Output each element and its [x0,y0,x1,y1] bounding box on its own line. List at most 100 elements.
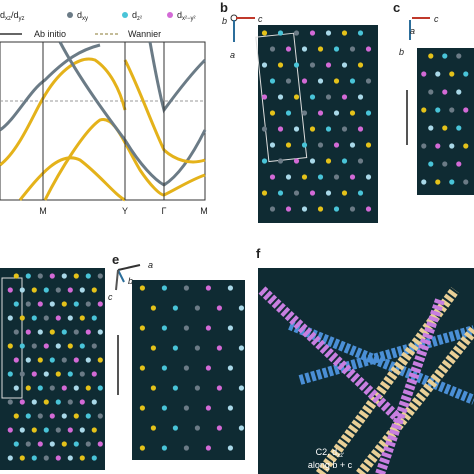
atom [67,371,73,377]
atom [421,179,427,185]
atom [261,190,268,196]
atom [325,158,332,164]
atom [43,371,49,377]
atom [172,425,178,431]
atom [301,46,308,52]
atom [67,427,73,433]
atom [333,110,340,116]
atom [301,110,308,116]
atom [31,287,37,293]
atom [341,190,348,196]
atom [456,161,462,167]
atom [341,126,348,132]
atom [463,107,469,113]
atom [25,273,31,279]
panel-d [0,268,105,470]
kpoint-label: Γ [162,206,167,216]
kpoint-label: M [200,206,208,216]
atom [325,30,332,36]
atom [269,110,276,116]
atom [31,343,37,349]
atom [269,46,276,52]
atom [31,427,37,433]
atom [7,343,13,349]
atom [194,345,200,351]
atom [442,89,448,95]
atom [172,305,178,311]
atom [428,53,434,59]
atom [25,441,31,447]
atom [317,206,324,212]
atom [449,179,455,185]
bands [0,41,207,202]
atom [7,455,13,461]
atom [421,71,427,77]
atom [435,71,441,77]
atom [31,399,37,405]
atom [357,158,364,164]
atom [37,441,43,447]
atom [161,445,167,451]
atom [227,285,233,291]
legend-dxz: dxz/dyz [0,10,25,22]
legend-dx2y2: dx²−y² [177,10,196,22]
atom [442,53,448,59]
axis-label: c [108,292,113,302]
atom [61,301,67,307]
atom [61,441,67,447]
atom [85,441,91,447]
atom [456,89,462,95]
atom [449,143,455,149]
atom [333,206,340,212]
atom [357,62,364,68]
atom [7,287,13,293]
atom [317,46,324,52]
axis-label: b [128,276,133,286]
atom [161,285,167,291]
atom [85,273,91,279]
atom [25,329,31,335]
atom [293,30,300,36]
atom [463,179,469,185]
atom [13,385,19,391]
kpoint-label: Y [122,206,128,216]
axis-arrow [117,264,141,271]
panel-a: dxz/dyz dxy dz² dx²−y² Ab initio Wannier… [0,10,208,216]
atom [435,107,441,113]
atom [79,455,85,461]
atom [333,174,340,180]
atom [349,174,356,180]
atom [333,46,340,52]
atom [67,399,73,405]
structure-panel [0,268,105,470]
atom [325,62,332,68]
atom [349,110,356,116]
atom [463,71,469,77]
atom [216,425,222,431]
atom [227,445,233,451]
atom [421,107,427,113]
legend-dxy: dxy [77,10,88,22]
axis-label: c [434,14,439,24]
atom [205,285,211,291]
atom [139,325,145,331]
atom [19,343,25,349]
structure-panel [417,48,474,195]
atom [357,190,364,196]
atom [449,107,455,113]
atom [7,427,13,433]
atom [269,142,276,148]
atom [277,158,284,164]
atom [13,301,19,307]
atom [43,287,49,293]
atom [317,142,324,148]
panel-f: f C2, dxz' along b + c [256,246,474,474]
atom [13,329,19,335]
atom [91,371,97,377]
atom [61,385,67,391]
atom [49,301,55,307]
atom [67,343,73,349]
atom [277,190,284,196]
atom [139,445,145,451]
atom [325,190,332,196]
